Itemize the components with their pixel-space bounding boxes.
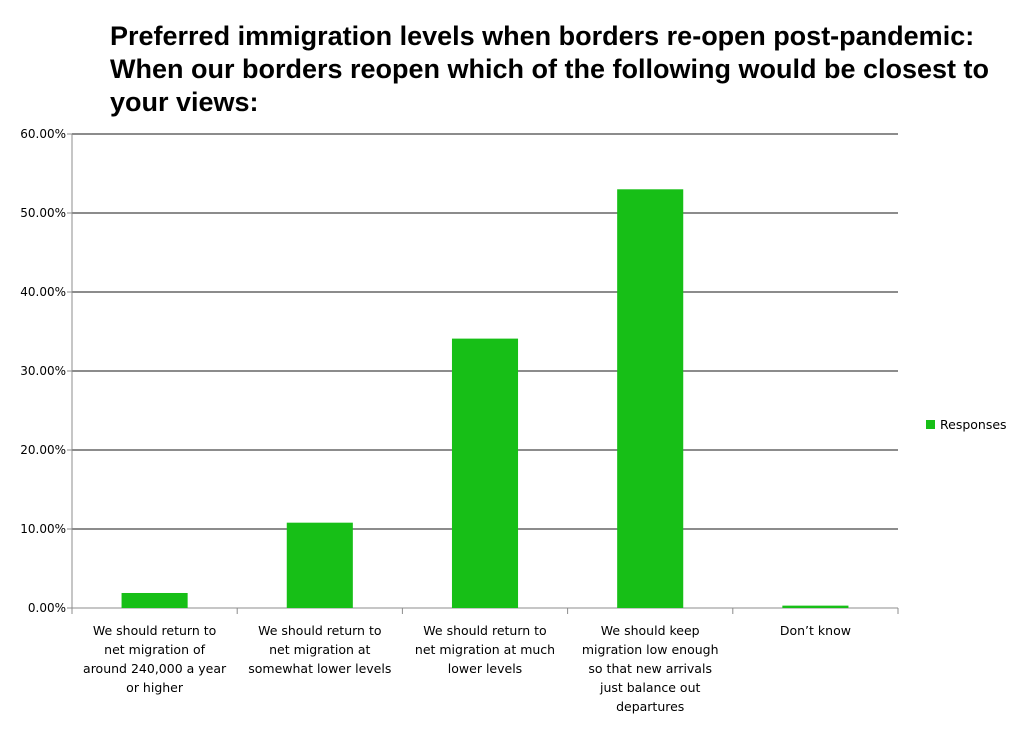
bars [121,189,849,609]
legend-label: Responses [940,417,1007,432]
bar [286,522,353,608]
bar [121,592,188,608]
bar [782,605,849,608]
x-category-label: We should return to net migration of aroun… [83,623,227,695]
y-tick-label: 60.00% [20,127,66,141]
y-tick-label: 0.00% [28,601,66,615]
chart-title: Preferred immigration levels when border… [110,21,990,117]
legend: Responses [926,417,1007,432]
gridlines [72,133,898,530]
y-tick-label: 30.00% [20,364,66,378]
x-category-label: We should return to net migration at much… [415,623,555,676]
bar [451,338,519,608]
y-tick-label: 40.00% [20,285,66,299]
y-tick-label: 20.00% [20,443,66,457]
x-category-label: Don’t know [780,623,851,638]
y-tick-label: 10.00% [20,522,66,536]
y-tick-label: 50.00% [20,206,66,220]
x-category-label: We should keep migration low enough so tha… [582,623,719,714]
bar [617,189,684,609]
legend-swatch [926,420,935,429]
labels: 0.00% 10.00% 20.00% 30.00% 40.00% 50.00% 60.00… [20,127,851,714]
x-category-label: We should return to net migration at somew… [248,623,391,676]
